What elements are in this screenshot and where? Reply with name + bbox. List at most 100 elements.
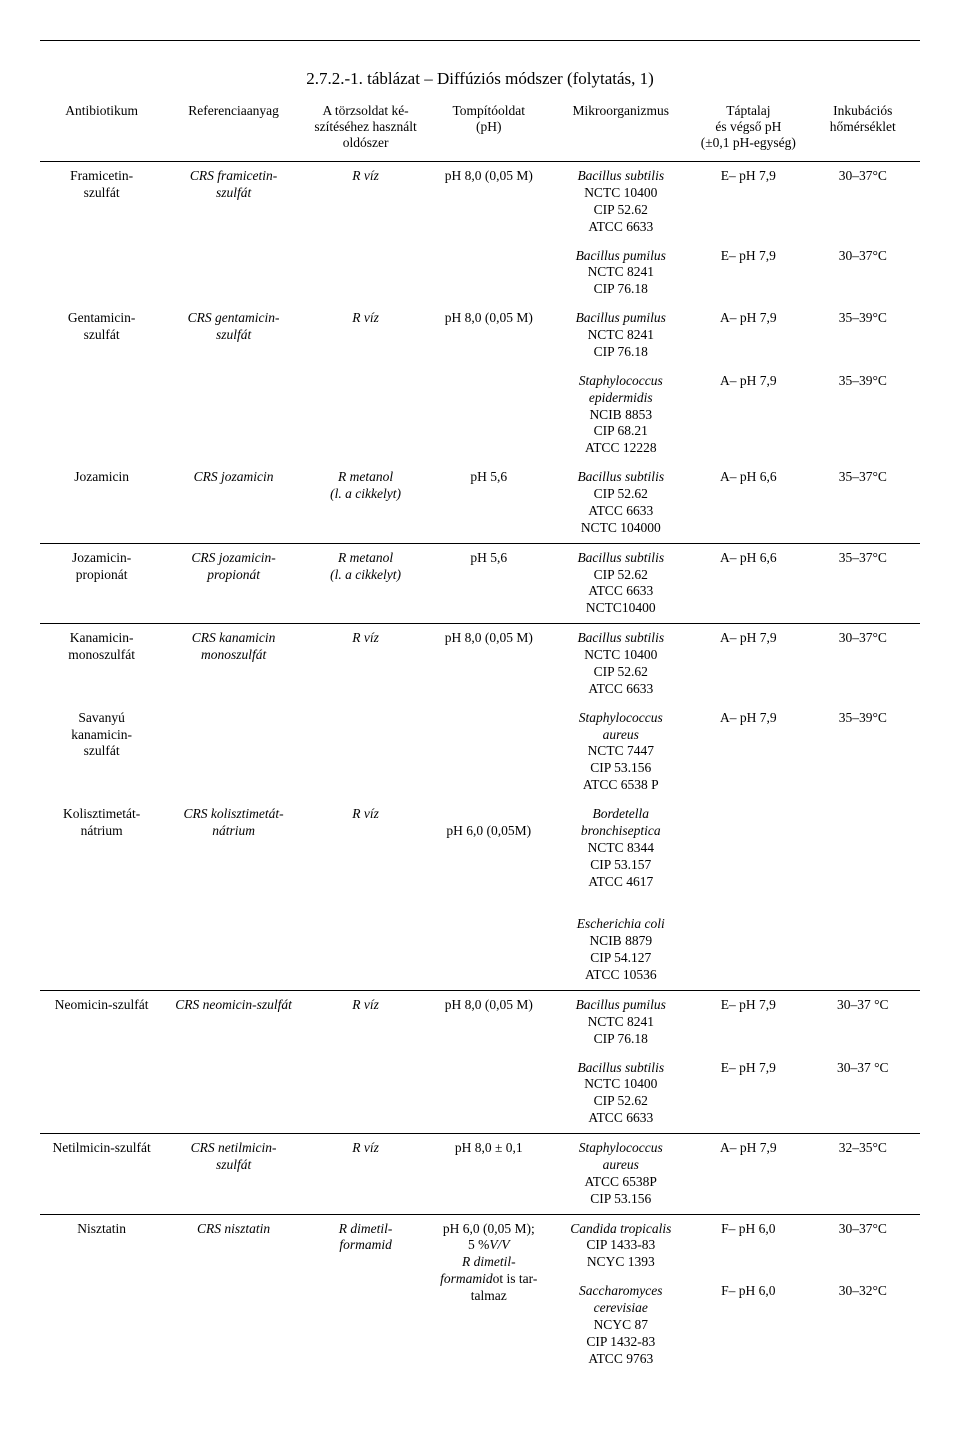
cell-solvent: R víz bbox=[304, 304, 427, 463]
cell-organism: BordetellabronchisepticaNCTC 8344CIP 53.… bbox=[550, 800, 691, 896]
cell-media: A– pH 7,9 bbox=[691, 367, 805, 463]
table-title: 2.7.2.-1. táblázat – Diffúziós módszer (… bbox=[40, 69, 920, 89]
cell-buffer: pH 6,0 (0,05 M);5 %V/VR dimetil-formamid… bbox=[427, 1214, 550, 1374]
cell-organism: SaccharomycescerevisiaeNCYC 87CIP 1432-8… bbox=[550, 1277, 691, 1373]
cell-media: E– pH 7,9 bbox=[691, 242, 805, 305]
cell-antibiotic: Netilmicin-szulfát bbox=[40, 1134, 163, 1215]
cell-reference: CRS framicetin-szulfát bbox=[163, 162, 304, 305]
cell-reference: CRS jozamicin-propionát bbox=[163, 543, 304, 624]
cell-temp: 35–37°C bbox=[806, 463, 920, 543]
cell-reference: CRS kanamicinmonoszulfát bbox=[163, 624, 304, 704]
cell-temp: 30–37 °C bbox=[806, 990, 920, 1053]
table-row: Gentamicin-szulfátCRS gentamicin-szulfát… bbox=[40, 304, 920, 367]
cell-temp: 35–39°C bbox=[806, 304, 920, 367]
cell-solvent: R víz bbox=[304, 1134, 427, 1215]
cell-organism: Bacillus subtilisNCTC 10400CIP 52.62ATCC… bbox=[550, 1054, 691, 1134]
cell-buffer: pH 6,0 (0,05M) bbox=[427, 800, 550, 990]
cell-reference bbox=[163, 704, 304, 800]
cell-antibiotic: Neomicin-szulfát bbox=[40, 990, 163, 1133]
cell-solvent: R víz bbox=[304, 800, 427, 990]
cell-organism: StaphylococcusaureusATCC 6538PCIP 53.156 bbox=[550, 1134, 691, 1215]
cell-solvent: R víz bbox=[304, 624, 427, 704]
cell-antibiotic: Kanamicin-monoszulfát bbox=[40, 624, 163, 704]
cell-temp bbox=[806, 896, 920, 990]
top-rule bbox=[40, 40, 920, 41]
table-row: Framicetin-szulfátCRS framicetin-szulfát… bbox=[40, 162, 920, 242]
table-row: Kolisztimetát-nátriumCRS kolisztimetát-n… bbox=[40, 800, 920, 896]
col-reference: Referenciaanyag bbox=[163, 99, 304, 162]
cell-media: F– pH 6,0 bbox=[691, 1277, 805, 1373]
cell-reference: CRS nisztatin bbox=[163, 1214, 304, 1374]
cell-organism: Bacillus pumilusNCTC 8241CIP 76.18 bbox=[550, 242, 691, 305]
cell-media: A– pH 6,6 bbox=[691, 463, 805, 543]
cell-temp: 32–35°C bbox=[806, 1134, 920, 1215]
cell-temp: 35–37°C bbox=[806, 543, 920, 624]
cell-temp: 30–37 °C bbox=[806, 1054, 920, 1134]
cell-solvent: R víz bbox=[304, 990, 427, 1133]
cell-media: A– pH 7,9 bbox=[691, 704, 805, 800]
cell-media: E– pH 7,9 bbox=[691, 1054, 805, 1134]
cell-antibiotic: Savanyúkanamicin-szulfát bbox=[40, 704, 163, 800]
cell-solvent: R dimetil-formamid bbox=[304, 1214, 427, 1374]
cell-temp: 30–37°C bbox=[806, 242, 920, 305]
cell-media: A– pH 7,9 bbox=[691, 304, 805, 367]
cell-reference: CRS jozamicin bbox=[163, 463, 304, 543]
cell-reference: CRS gentamicin-szulfát bbox=[163, 304, 304, 463]
cell-buffer: pH 8,0 (0,05 M) bbox=[427, 990, 550, 1133]
cell-antibiotic: Jozamicin-propionát bbox=[40, 543, 163, 624]
cell-temp bbox=[806, 800, 920, 896]
cell-organism: Bacillus subtilisNCTC 10400CIP 52.62ATCC… bbox=[550, 624, 691, 704]
col-media: Táptalajés végső pH(±0,1 pH-egység) bbox=[691, 99, 805, 162]
cell-solvent: R metanol(l. a cikkelyt) bbox=[304, 543, 427, 624]
cell-reference: CRS netilmicin-szulfát bbox=[163, 1134, 304, 1215]
cell-organism: StaphylococcusaureusNCTC 7447CIP 53.156A… bbox=[550, 704, 691, 800]
cell-temp: 35–39°C bbox=[806, 704, 920, 800]
cell-organism: Bacillus subtilisNCTC 10400CIP 52.62ATCC… bbox=[550, 162, 691, 242]
cell-media: A– pH 7,9 bbox=[691, 624, 805, 704]
cell-temp: 30–37°C bbox=[806, 162, 920, 242]
cell-buffer: pH 8,0 (0,05 M) bbox=[427, 624, 550, 704]
header-row: Antibiotikum Referenciaanyag A törzsolda… bbox=[40, 99, 920, 162]
table-row: JozamicinCRS jozamicinR metanol(l. a cik… bbox=[40, 463, 920, 543]
cell-organism: StaphylococcusepidermidisNCIB 8853CIP 68… bbox=[550, 367, 691, 463]
cell-media bbox=[691, 896, 805, 990]
cell-organism: Escherichia coliNCIB 8879CIP 54.127ATCC … bbox=[550, 896, 691, 990]
cell-solvent: R metanol(l. a cikkelyt) bbox=[304, 463, 427, 543]
cell-buffer: pH 8,0 (0,05 M) bbox=[427, 162, 550, 305]
cell-organism: Bacillus pumilusNCTC 8241CIP 76.18 bbox=[550, 304, 691, 367]
cell-temp: 30–37°C bbox=[806, 1214, 920, 1277]
cell-buffer: pH 8,0 (0,05 M) bbox=[427, 304, 550, 463]
cell-temp: 35–39°C bbox=[806, 367, 920, 463]
cell-media: E– pH 7,9 bbox=[691, 990, 805, 1053]
cell-antibiotic: Gentamicin-szulfát bbox=[40, 304, 163, 463]
cell-media: F– pH 6,0 bbox=[691, 1214, 805, 1277]
cell-organism: Bacillus subtilisCIP 52.62ATCC 6633NCTC1… bbox=[550, 543, 691, 624]
cell-media: A– pH 6,6 bbox=[691, 543, 805, 624]
cell-buffer: pH 8,0 ± 0,1 bbox=[427, 1134, 550, 1215]
cell-media: A– pH 7,9 bbox=[691, 1134, 805, 1215]
table-row: Kanamicin-monoszulfátCRS kanamicinmonosz… bbox=[40, 624, 920, 704]
cell-buffer: pH 5,6 bbox=[427, 463, 550, 543]
col-solvent: A törzsoldat ké-szítéséhez használtoldós… bbox=[304, 99, 427, 162]
cell-antibiotic: Framicetin-szulfát bbox=[40, 162, 163, 305]
cell-antibiotic: Nisztatin bbox=[40, 1214, 163, 1374]
cell-antibiotic: Kolisztimetát-nátrium bbox=[40, 800, 163, 990]
cell-antibiotic: Jozamicin bbox=[40, 463, 163, 543]
table-row: Savanyúkanamicin-szulfát Staphylococcusau… bbox=[40, 704, 920, 800]
cell-organism: Bacillus subtilisCIP 52.62ATCC 6633NCTC … bbox=[550, 463, 691, 543]
diffusion-table: Antibiotikum Referenciaanyag A törzsolda… bbox=[40, 99, 920, 1374]
cell-organism: Bacillus pumilusNCTC 8241CIP 76.18 bbox=[550, 990, 691, 1053]
cell-media bbox=[691, 800, 805, 896]
cell-reference: CRS neomicin-szulfát bbox=[163, 990, 304, 1133]
table-row: Netilmicin-szulfátCRS netilmicin-szulfát… bbox=[40, 1134, 920, 1215]
col-buffer: Tompítóoldat(pH) bbox=[427, 99, 550, 162]
table-row: NisztatinCRS nisztatinR dimetil-formamid… bbox=[40, 1214, 920, 1277]
cell-media: E– pH 7,9 bbox=[691, 162, 805, 242]
cell-temp: 30–32°C bbox=[806, 1277, 920, 1373]
table-row: Jozamicin-propionátCRS jozamicin-propion… bbox=[40, 543, 920, 624]
cell-reference: CRS kolisztimetát-nátrium bbox=[163, 800, 304, 990]
cell-solvent bbox=[304, 704, 427, 800]
cell-temp: 30–37°C bbox=[806, 624, 920, 704]
cell-buffer bbox=[427, 704, 550, 800]
cell-buffer: pH 5,6 bbox=[427, 543, 550, 624]
